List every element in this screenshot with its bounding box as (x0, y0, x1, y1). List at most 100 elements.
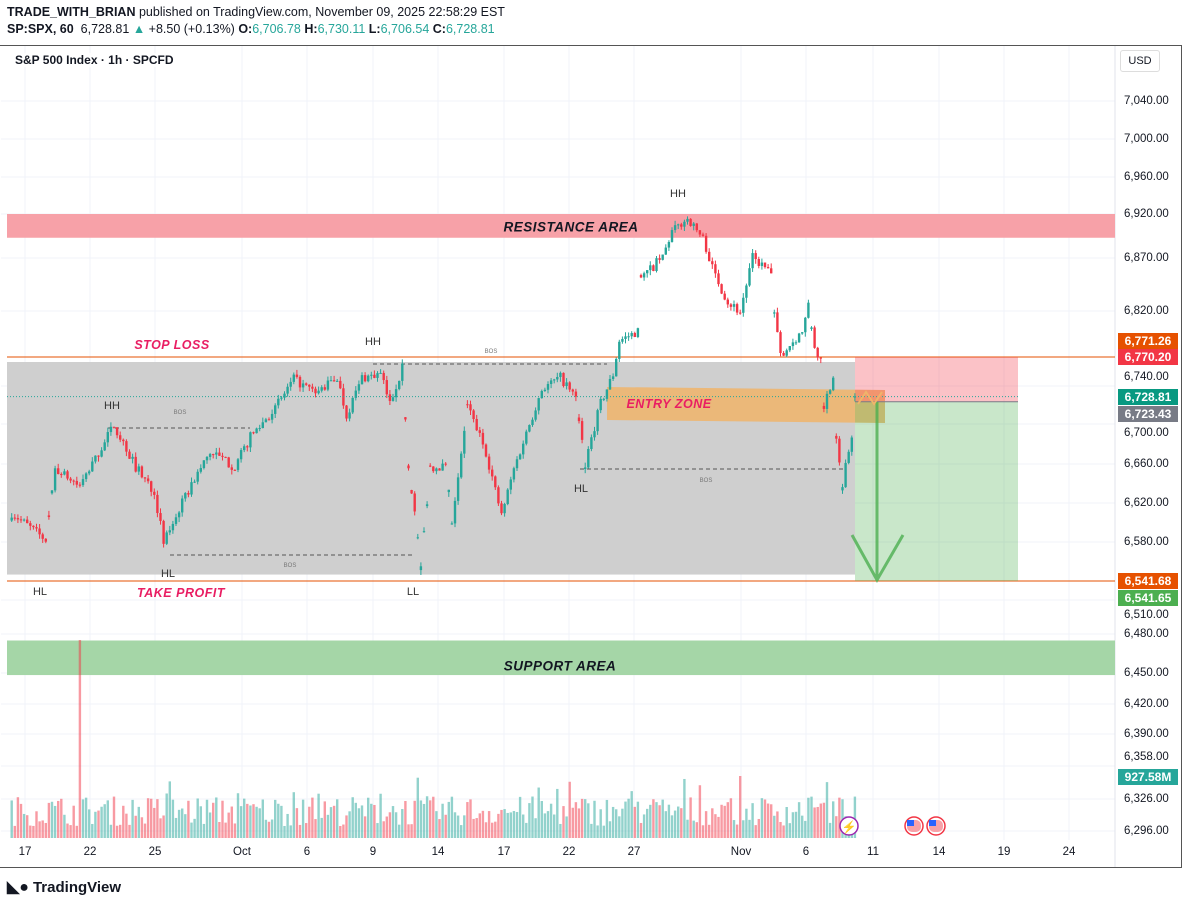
candle-body (404, 417, 407, 420)
candle-body (735, 304, 739, 313)
open-label: O: (238, 22, 253, 36)
volume-bar (503, 809, 506, 838)
volume-bar (373, 804, 376, 838)
candle-body (57, 468, 60, 475)
currency-button[interactable]: USD (1120, 50, 1160, 72)
volume-bar (841, 799, 844, 838)
candle-body (363, 375, 367, 382)
candle-body (280, 397, 283, 399)
date-tick: Oct (233, 846, 251, 858)
candle-body (475, 419, 478, 431)
candle-body (835, 435, 838, 439)
volume-bar (537, 787, 540, 838)
volume-bar (528, 803, 531, 838)
candle-body (534, 410, 537, 420)
volume-bar (587, 803, 590, 838)
volume-bar (553, 814, 556, 838)
candle-body (66, 471, 69, 479)
candle-body (596, 410, 599, 432)
change: +8.50 (+0.13%) (148, 22, 235, 36)
volume-bar (29, 825, 32, 838)
candle-body (698, 230, 702, 235)
price-tick: 6,920.00 (1124, 208, 1169, 220)
volume-bar (382, 821, 385, 838)
volume-bar (106, 800, 109, 838)
candle-body (695, 223, 698, 231)
candle-body (565, 382, 568, 387)
price-tick: 6,510.00 (1124, 609, 1169, 621)
volume-bar (779, 821, 782, 838)
candle-body (165, 532, 168, 544)
candle-body (239, 450, 243, 460)
volume-bar (698, 785, 702, 838)
candle-body (500, 503, 503, 514)
candle-body (128, 451, 131, 459)
candle-body (577, 417, 581, 422)
candle-body (292, 374, 295, 382)
volume-bar (44, 822, 47, 838)
date-tick: 17 (18, 846, 32, 858)
volume-bar (466, 802, 469, 838)
tradingview-logo[interactable]: ◣● TradingView (7, 877, 121, 897)
volume-bar (444, 814, 447, 838)
candle-body (137, 466, 140, 472)
date-tick: 27 (627, 846, 641, 858)
candle-body (525, 431, 528, 444)
candle-body (556, 377, 559, 380)
volume-bar (208, 812, 212, 838)
candle-body (850, 437, 853, 452)
swing-label: HL (160, 568, 176, 580)
volume-bar (670, 815, 674, 838)
volume-bar (584, 799, 587, 838)
volume-bar (456, 815, 460, 838)
candle-body (636, 328, 640, 337)
candle-body (481, 432, 485, 445)
candle-body (828, 390, 832, 394)
volume-bar (298, 824, 302, 838)
volume-bar (639, 822, 643, 838)
volume-bar (13, 825, 16, 838)
candle-body (236, 459, 240, 470)
swing-label: HH (365, 336, 381, 348)
date-tick: 14 (431, 846, 445, 858)
volume-bar (571, 807, 574, 838)
open-value: 6,706.78 (252, 22, 301, 36)
candle-body (568, 382, 571, 390)
candle-body (745, 285, 748, 298)
candle-body (813, 327, 816, 348)
volume-bar (252, 804, 255, 838)
volume-bar (246, 803, 249, 838)
volume-bar (819, 803, 822, 838)
candle-body (394, 389, 398, 398)
candle-body (289, 381, 292, 387)
candle-body (584, 467, 587, 470)
volume-bar (633, 806, 636, 838)
volume-bar (512, 811, 516, 838)
volume-bar (329, 807, 333, 838)
candle-body (782, 352, 785, 356)
candle-body (819, 357, 822, 359)
volume-bar (184, 814, 187, 838)
price-tick: 7,000.00 (1124, 133, 1169, 145)
volume-bar (556, 788, 559, 838)
volume-bar (326, 814, 330, 838)
candle-body (838, 438, 841, 463)
volume-bar (450, 796, 454, 838)
volume-bar (323, 801, 326, 838)
volume-bar (156, 799, 159, 838)
volume-bar (602, 825, 605, 838)
volume-bar (729, 798, 733, 838)
candle-body (205, 456, 209, 461)
volume-bar (720, 804, 723, 838)
candle-body (407, 465, 410, 469)
publisher[interactable]: TRADE_WITH_BRIAN (7, 5, 136, 19)
volume-bar (308, 806, 311, 838)
candle-body (168, 530, 171, 533)
volume-bar (835, 816, 838, 838)
volume-bar (301, 799, 305, 838)
volume-bar (311, 797, 314, 838)
volume-bar (478, 813, 481, 838)
candle-body (714, 264, 717, 274)
candle-body (357, 384, 361, 391)
